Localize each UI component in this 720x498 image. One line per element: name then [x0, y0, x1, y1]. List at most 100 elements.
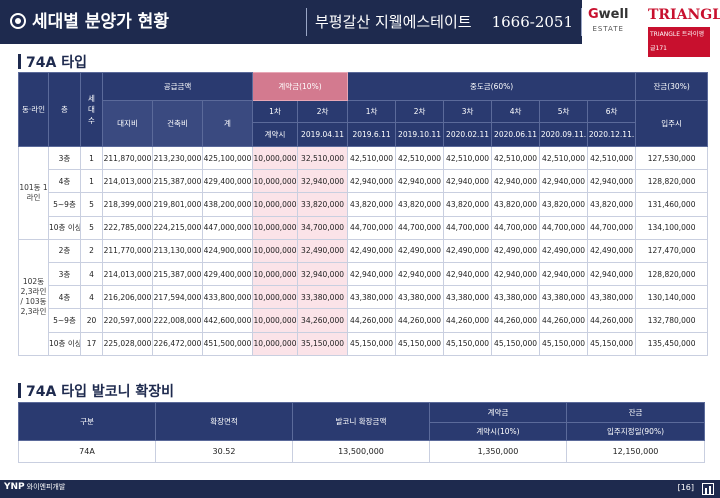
- building-cell: 219,801,000: [152, 192, 203, 217]
- middle-2-cell: 43,380,000: [395, 285, 445, 310]
- middle-1-cell: 42,940,000: [347, 261, 397, 287]
- floor-cell: 3층: [48, 145, 81, 171]
- middle-4-cell: 42,490,000: [491, 238, 541, 263]
- table-row: 4층 1 214,013,000 215,387,000 429,400,000 10,0…: [19, 169, 709, 194]
- header-middle-6: 6차: [587, 100, 637, 123]
- floor-cell: 4층: [48, 169, 81, 194]
- units-cell: 1: [80, 169, 103, 194]
- building-cell: 213,230,000: [152, 145, 203, 171]
- balcony-deposit: 1,350,000: [429, 440, 567, 463]
- middle-1-cell: 42,490,000: [347, 238, 397, 263]
- header-middle-1: 1차: [347, 100, 397, 123]
- building-icon: [702, 483, 714, 495]
- page-title: 세대별 분양가 현황: [10, 0, 169, 44]
- units-cell: 2: [80, 238, 103, 263]
- header-middle-4: 4차: [491, 100, 541, 123]
- balcony-header-deposit-sub: 계약시(10%): [429, 422, 567, 441]
- header-total: 계: [201, 100, 254, 147]
- balcony-header-amount: 발코니 확장금액: [292, 402, 430, 441]
- header-contract: 계약금(10%): [252, 72, 349, 101]
- middle-5-cell: 45,150,000: [539, 331, 589, 356]
- contract-1-cell: 10,000,000: [252, 192, 299, 217]
- middle-3-cell: 42,510,000: [443, 145, 493, 171]
- middle-5-cell: 42,510,000: [539, 145, 589, 171]
- land-cell: 222,785,000: [102, 215, 153, 240]
- balance-cell: 128,820,000: [635, 169, 709, 194]
- land-cell: 211,870,000: [102, 145, 153, 171]
- middle-4-cell: 45,150,000: [491, 331, 541, 356]
- header-balance-date: 입주시: [635, 100, 709, 147]
- balcony-header-type: 구분: [18, 402, 156, 441]
- contract-1-cell: 10,000,000: [252, 169, 299, 194]
- total-cell: 447,000,000: [201, 215, 254, 240]
- header-dong-line: 동·라인: [18, 72, 49, 147]
- balcony-balance: 12,150,000: [566, 440, 705, 463]
- contract-1-cell: 10,000,000: [252, 238, 299, 263]
- middle-1-cell: 43,380,000: [347, 285, 397, 310]
- header-middle-5: 5차: [539, 100, 589, 123]
- balcony-table: 구분 확장면적 발코니 확장금액 계약금 잔금 계약시(10%) 입주지정일(9…: [18, 402, 705, 463]
- middle-5-cell: 44,700,000: [539, 215, 589, 240]
- building-cell: 224,215,000: [152, 215, 203, 240]
- contract-2-cell: 32,940,000: [297, 261, 349, 287]
- units-cell: 4: [80, 261, 103, 287]
- project-name: 부평갈산 지웰에스테이트 1666-2051: [306, 8, 582, 36]
- balcony-header-balance: 잔금: [566, 402, 705, 423]
- header-middle-1-date: 2019.6.11: [347, 122, 397, 147]
- header-middle: 중도금(60%): [347, 72, 637, 101]
- middle-3-cell: 43,820,000: [443, 192, 493, 217]
- middle-4-cell: 42,940,000: [491, 169, 541, 194]
- middle-1-cell: 42,940,000: [347, 169, 397, 194]
- balance-cell: 131,460,000: [635, 192, 709, 217]
- balance-cell: 134,100,000: [635, 215, 709, 240]
- target-circle-icon: [10, 13, 26, 29]
- middle-2-cell: 44,700,000: [395, 215, 445, 240]
- floor-cell: 3층: [48, 261, 81, 287]
- middle-6-cell: 42,940,000: [587, 261, 637, 287]
- balcony-header-deposit: 계약금: [429, 402, 567, 423]
- land-cell: 214,013,000: [102, 261, 153, 287]
- contract-1-cell: 10,000,000: [252, 331, 299, 356]
- middle-1-cell: 42,510,000: [347, 145, 397, 171]
- total-cell: 438,200,000: [201, 192, 254, 217]
- balcony-header-area: 확장면적: [155, 402, 293, 441]
- table-row: 10층 이상 17 225,028,000 226,472,000 451,500,00…: [19, 331, 709, 356]
- contract-2-cell: 32,510,000: [297, 145, 349, 171]
- middle-2-cell: 42,510,000: [395, 145, 445, 171]
- building-cell: 222,008,000: [152, 308, 203, 333]
- balance-cell: 130,140,000: [635, 285, 709, 310]
- section-bar: [18, 383, 21, 398]
- header-contract-1: 1차: [252, 100, 299, 123]
- middle-4-cell: 42,510,000: [491, 145, 541, 171]
- header-middle-3-date: 2020.02.11: [443, 122, 493, 147]
- contract-2-cell: 32,940,000: [297, 169, 349, 194]
- table-row: 5~9층 5 218,399,000 219,801,000 438,200,000 10…: [19, 192, 709, 217]
- balcony-header-balance-sub: 입주지정일(90%): [566, 422, 705, 441]
- table-row: 102동 2,3라인 / 103동 2,3라인 2층 2 211,770,000 213…: [18, 238, 709, 356]
- middle-3-cell: 42,940,000: [443, 261, 493, 287]
- middle-3-cell: 43,380,000: [443, 285, 493, 310]
- middle-1-cell: 44,260,000: [347, 308, 397, 333]
- middle-3-cell: 42,490,000: [443, 238, 493, 263]
- building-cell: 215,387,000: [152, 169, 203, 194]
- contract-1-cell: 10,000,000: [252, 308, 299, 333]
- contract-2-cell: 34,700,000: [297, 215, 349, 240]
- page-number: [16]: [677, 483, 694, 492]
- middle-6-cell: 43,820,000: [587, 192, 637, 217]
- price-table-body: 101동 1라인 3층 1 211,870,000 213,230,000 425,100…: [18, 145, 709, 356]
- table-row: 3층 4 214,013,000 215,387,000 429,400,000 10,0…: [19, 261, 709, 287]
- total-cell: 429,400,000: [201, 169, 254, 194]
- middle-4-cell: 44,700,000: [491, 215, 541, 240]
- middle-3-cell: 44,260,000: [443, 308, 493, 333]
- units-cell: 17: [80, 331, 103, 356]
- contract-2-cell: 33,820,000: [297, 192, 349, 217]
- table-row: 10층 이상 5 222,785,000 224,215,000 447,000,000…: [19, 215, 709, 240]
- section-title-balcony: 74A 타입 발코니 확장비: [18, 381, 174, 401]
- header-balance: 잔금(30%): [635, 72, 709, 101]
- building-cell: 217,594,000: [152, 285, 203, 310]
- building-cell: 213,130,000: [152, 238, 203, 263]
- contract-1-cell: 10,000,000: [252, 145, 299, 171]
- floor-cell: 10층 이상: [48, 215, 81, 240]
- table-row: 101동 1라인 3층 1 211,870,000 213,230,000 425,100…: [18, 145, 709, 240]
- header-contract-2-date: 2019.04.11: [297, 122, 349, 147]
